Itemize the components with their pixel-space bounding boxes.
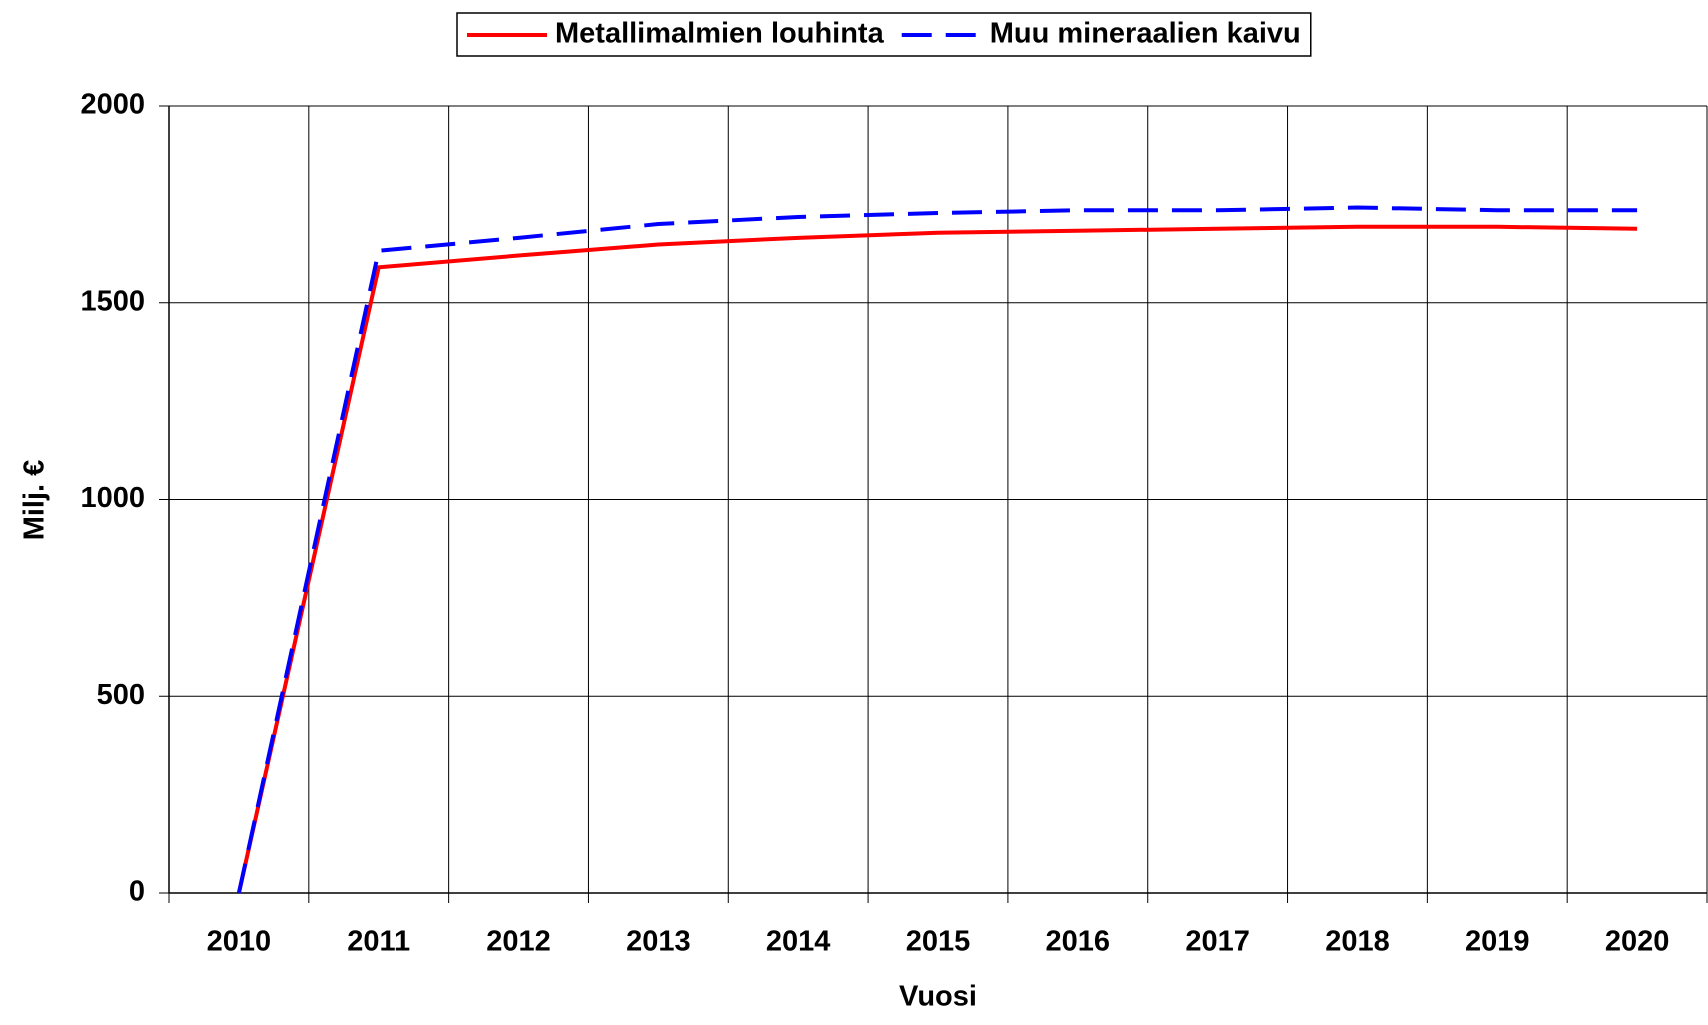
legend-label: Metallimalmien louhinta (555, 18, 885, 50)
x-tick-label: 2018 (1325, 926, 1390, 958)
series-line (236, 205, 1638, 894)
x-tick-label: 2020 (1605, 926, 1670, 958)
x-tick-label: 2011 (347, 926, 410, 958)
x-tick-label: 2016 (1046, 926, 1111, 958)
y-tick-label: 2000 (80, 89, 145, 121)
x-tick-label: 2013 (626, 926, 691, 958)
x-tick-label: 2015 (906, 926, 971, 958)
x-tick-label: 2017 (1185, 926, 1250, 958)
legend-label: Muu mineraalien kaivu (990, 18, 1301, 50)
x-tick-label: 2012 (486, 926, 551, 958)
x-axis-title: Vuosi (899, 981, 977, 1013)
x-tick-label: 2010 (207, 926, 272, 958)
series-line (236, 224, 1638, 894)
y-axis-title: Milj. € (19, 460, 51, 541)
x-tick-label: 2014 (766, 926, 831, 958)
y-tick-label: 500 (97, 679, 145, 711)
y-tick-label: 1500 (80, 285, 145, 317)
y-tick-label: 0 (129, 876, 145, 908)
legend-box (456, 12, 1312, 57)
y-tick-label: 1000 (80, 482, 145, 514)
x-tick-label: 2019 (1465, 926, 1530, 958)
